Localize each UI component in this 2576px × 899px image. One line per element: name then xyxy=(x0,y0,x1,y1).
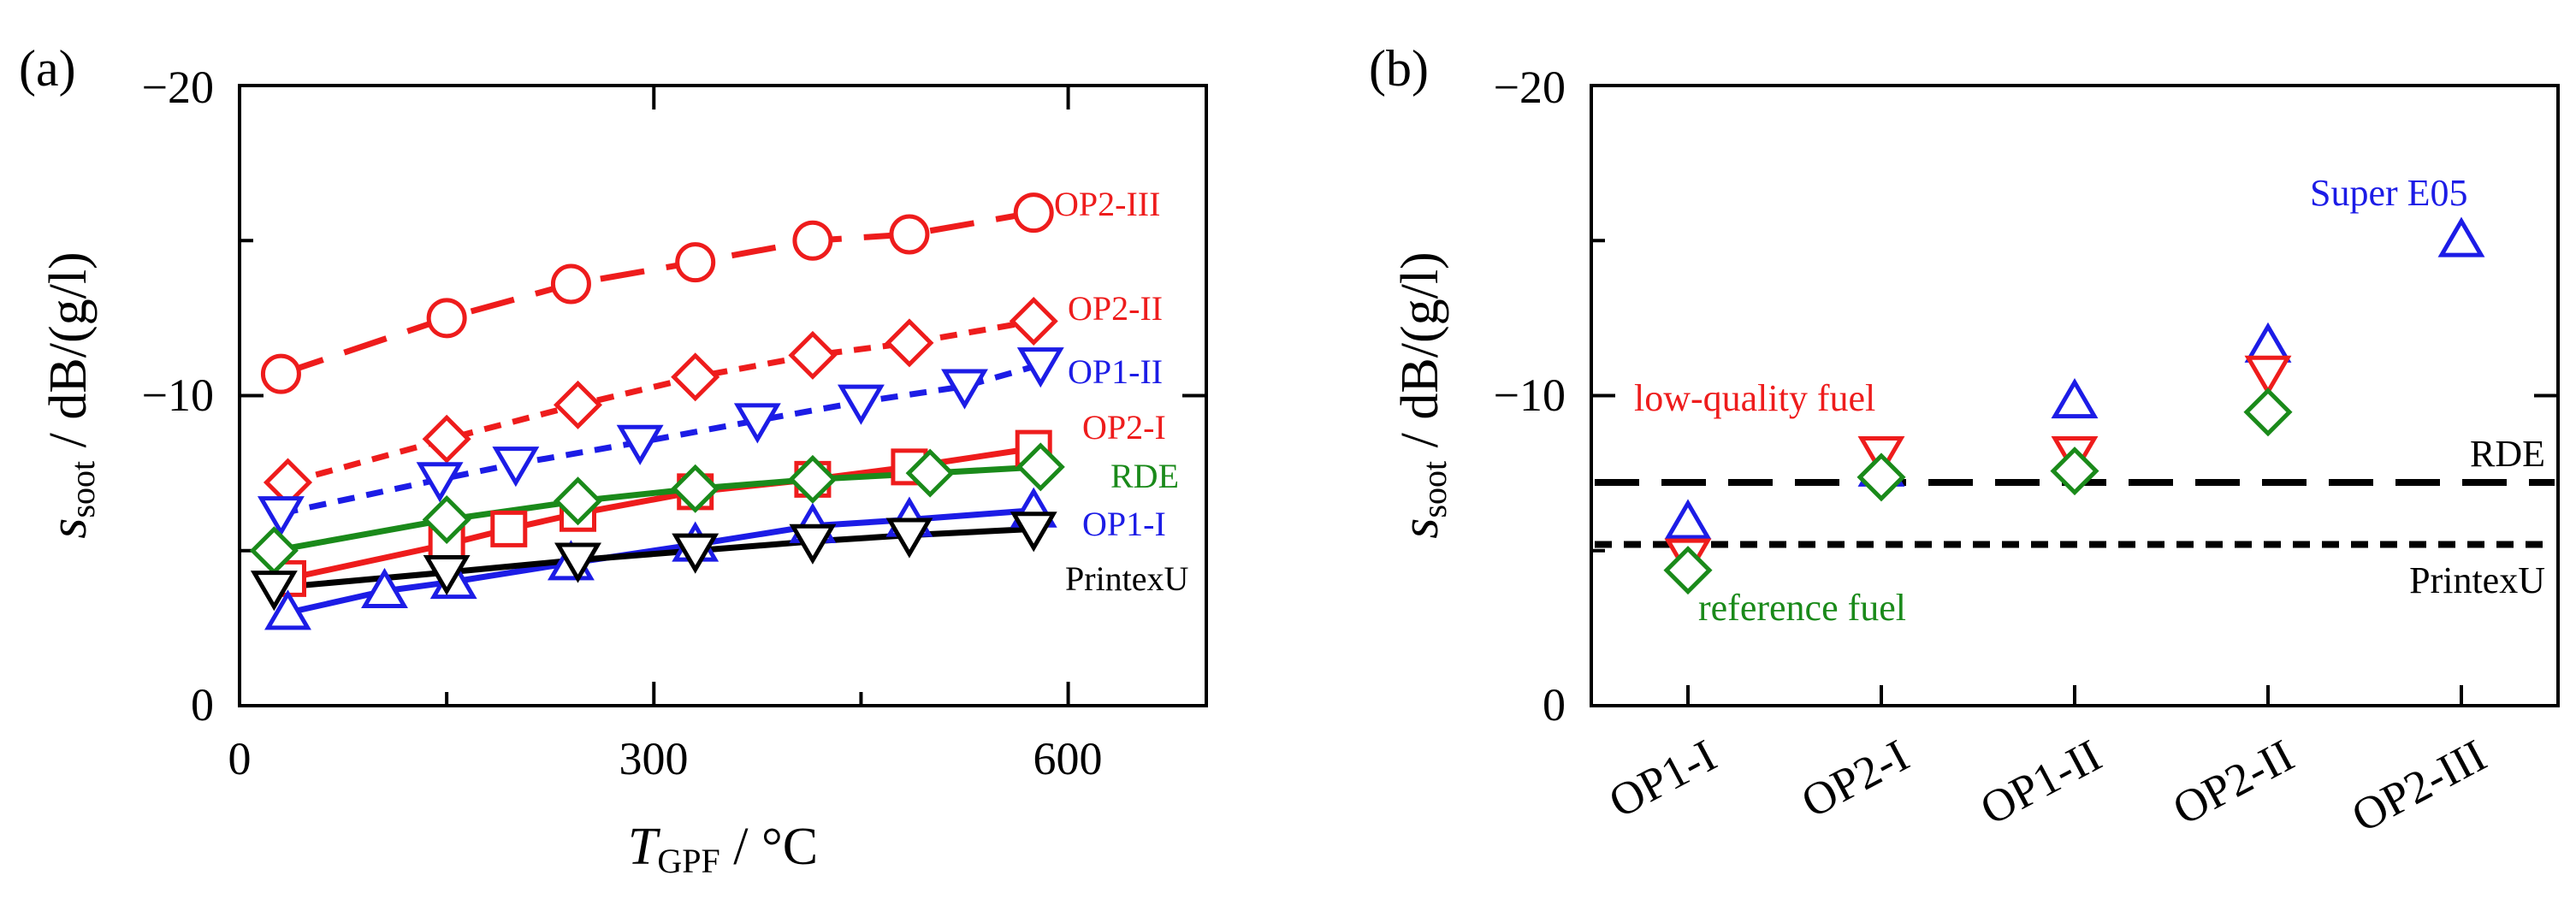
series-label-op2-iii: OP2-III xyxy=(1054,185,1160,223)
panel-a-xtick-1: 300 xyxy=(619,733,689,784)
panel-a-xlabel-sub: GPF xyxy=(657,842,720,880)
point-rde-2 xyxy=(553,476,603,526)
point-rde-4 xyxy=(788,454,838,504)
point-op1-ii-5 xyxy=(837,384,885,425)
panel-a-ylabel-var: s xyxy=(39,518,98,539)
point-rde-6 xyxy=(1016,442,1065,492)
panel-b-category-op1-ii: OP1-II xyxy=(1972,730,2110,835)
point-op1-ii-2 xyxy=(492,447,540,488)
point-op2-iii-1 xyxy=(426,298,467,339)
point-super-e05-op1-i xyxy=(1664,499,1712,540)
point-op1-ii-1 xyxy=(416,462,464,503)
panel-a-xlabel: TGPF / °C xyxy=(628,818,818,880)
point-op1-i-0 xyxy=(264,589,311,630)
panel-b-category-op2-ii: OP2-II xyxy=(2164,730,2302,835)
point-super-e05-op2-iii xyxy=(2437,216,2485,257)
point-op2-iii-5 xyxy=(889,214,930,255)
series-label-op1-i: OP1-I xyxy=(1082,505,1166,543)
panel-a-ytick-0: 0 xyxy=(191,679,214,730)
point-op2-i-2 xyxy=(490,510,528,547)
panel-a-ytick-2: −20 xyxy=(142,62,214,113)
panel-a-ylabel-unit: / dB/(g/l) xyxy=(39,251,98,461)
panel-a-frame xyxy=(238,84,1208,707)
panel-a-series-lines xyxy=(273,210,1042,616)
panel-a-xtick-2: 600 xyxy=(1033,733,1103,784)
annotation-low-quality-fuel: low-quality fuel xyxy=(1634,377,1875,419)
series-label-printexu: PrintexU xyxy=(1065,559,1189,598)
panel-b-ytick-0: 0 xyxy=(1543,679,1566,730)
panel-b-category-op2-i: OP2-I xyxy=(1793,730,1917,828)
point-op2-iii-3 xyxy=(675,242,716,283)
point-printexu-2 xyxy=(554,542,601,583)
point-rde-3 xyxy=(671,464,720,513)
panel-b-ticks xyxy=(1591,84,2558,707)
point-reference-fuel-op2-ii xyxy=(2243,387,2293,437)
panel-b-category-op2-iii: OP2-III xyxy=(2343,730,2494,843)
point-op2-ii-6 xyxy=(1009,296,1058,346)
panel-b-markers xyxy=(1663,216,2485,595)
annotation-rde: RDE xyxy=(2470,433,2545,475)
point-op1-i-1 xyxy=(361,567,408,608)
point-printexu-6 xyxy=(1010,512,1057,553)
point-op2-iii-2 xyxy=(550,263,591,305)
point-op2-ii-1 xyxy=(422,414,471,464)
point-printexu-4 xyxy=(789,523,837,565)
point-op2-iii-6 xyxy=(1013,192,1054,234)
panel-a-ylabel: ssoot / dB/(g/l) xyxy=(39,251,102,538)
point-printexu-0 xyxy=(250,571,298,612)
series-label-op1-ii: OP1-II xyxy=(1068,352,1163,391)
point-reference-fuel-op1-i xyxy=(1663,546,1713,595)
panel-a: (a) 0 −10 −20 0 300 600 TGPF / °C ssoot … xyxy=(19,40,1208,880)
point-op2-iii-4 xyxy=(792,220,833,261)
annotation-printexu: PrintexU xyxy=(2409,559,2545,601)
panel-b-category-op1-i: OP1-I xyxy=(1601,730,1725,828)
panel-a-xlabel-unit: / °C xyxy=(720,818,818,876)
point-super-e05-op1-ii xyxy=(2051,378,2099,419)
annotation-reference-fuel: reference fuel xyxy=(1698,587,1906,629)
point-op2-ii-4 xyxy=(788,330,838,380)
point-low-quality-fuel-op2-ii xyxy=(2244,355,2292,396)
panel-a-ytick-1: −10 xyxy=(142,370,214,421)
point-super-e05-op2-ii xyxy=(2244,322,2292,363)
point-printexu-5 xyxy=(885,518,933,559)
point-op2-ii-3 xyxy=(671,352,720,402)
point-op1-ii-3 xyxy=(616,424,664,465)
panel-a-xtick-0: 0 xyxy=(228,733,252,784)
point-reference-fuel-op1-ii xyxy=(2050,447,2099,496)
point-printexu-3 xyxy=(672,533,720,574)
panel-b-ytick-2: −20 xyxy=(1494,62,1566,113)
annotation-super-e05: Super E05 xyxy=(2310,172,2468,214)
point-reference-fuel-op2-i xyxy=(1856,452,1906,502)
panel-b-ylabel-unit: / dB/(g/l) xyxy=(1391,251,1449,461)
point-rde-1 xyxy=(422,494,471,545)
series-label-op2-i: OP2-I xyxy=(1082,408,1166,447)
point-op2-iii-0 xyxy=(260,353,301,394)
panel-a-ticks xyxy=(238,84,1206,707)
point-op2-ii-5 xyxy=(885,318,934,368)
panel-a-xlabel-var: T xyxy=(628,818,661,876)
panel-b-ylabel: ssoot / dB/(g/l) xyxy=(1391,251,1454,538)
panel-b-ytick-1: −10 xyxy=(1494,370,1566,421)
panel-a-plot-area xyxy=(238,84,1208,707)
series-label-rde: RDE xyxy=(1110,457,1179,495)
point-op1-ii-0 xyxy=(257,496,305,537)
panel-b-plot-area xyxy=(1590,84,2560,707)
point-op1-ii-4 xyxy=(733,403,781,444)
point-rde-5 xyxy=(905,448,955,498)
panel-a-label: (a) xyxy=(19,40,76,97)
panel-a-ylabel-sub: soot xyxy=(63,461,102,518)
panel-b: (b) 0 −10 −20 OP1-I OP2-I OP1-II OP2-II … xyxy=(1369,40,2560,843)
point-op1-ii-6 xyxy=(941,369,988,410)
panel-a-series-markers xyxy=(249,192,1065,630)
panel-b-ylabel-var: s xyxy=(1391,518,1449,539)
panel-b-ylabel-sub: soot xyxy=(1415,461,1454,518)
point-op1-ii-7 xyxy=(1016,347,1064,388)
point-printexu-1 xyxy=(423,555,471,596)
point-op2-ii-2 xyxy=(553,380,603,429)
panel-b-label: (b) xyxy=(1369,40,1429,97)
series-label-op2-ii: OP2-II xyxy=(1068,289,1163,328)
